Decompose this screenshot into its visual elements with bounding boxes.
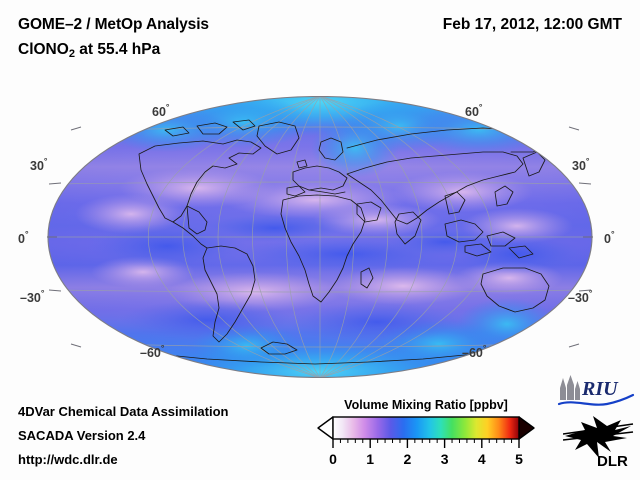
colorbar-svg: 0 1 2 3 4 5: [317, 416, 535, 467]
colorbar-tick-labels: 0 1 2 3 4 5: [329, 451, 523, 467]
colorbar-cap-left: [317, 416, 334, 440]
map-data-layer: [48, 96, 592, 378]
colorbar-frame: [332, 416, 520, 440]
riu-logo: RIU: [557, 375, 635, 406]
colorbar-ramp: [333, 417, 519, 439]
colorbar: Volume Mixing Ratio [ppbv] 0 1 2 3 4 5: [312, 398, 540, 470]
footer-line-version: SACADA Version 2.4: [18, 428, 146, 443]
dlr-wordmark: DLR: [597, 453, 628, 470]
footer-line-url[interactable]: http://wdc.dlr.de: [18, 452, 118, 467]
lat-label-right-60: 60°: [465, 102, 483, 120]
colorbar-ticks: [332, 439, 520, 448]
lat-label-left-minus60: –60°: [140, 343, 165, 361]
lat-label-right-minus30: –30°: [568, 288, 593, 306]
species-name: ClONO: [18, 41, 69, 58]
lat-label-left-30: 30°: [30, 156, 48, 174]
footer-line-method: 4DVar Chemical Data Assimilation: [18, 404, 229, 419]
colorbar-tick-label: 5: [515, 451, 523, 467]
colorbar-title: Volume Mixing Ratio [ppbv]: [344, 398, 508, 412]
colorbar-tick-label: 1: [366, 451, 374, 467]
lat-label-left-minus30: –30°: [20, 288, 45, 306]
riu-wordmark: RIU: [581, 378, 619, 400]
lat-label-right-30: 30°: [572, 156, 590, 174]
map-svg: [47, 96, 593, 378]
species-subtitle: ClONO2 at 55.4 hPa: [18, 41, 161, 60]
lat-label-left-0: 0°: [18, 229, 29, 247]
dlr-bird-icon: [563, 416, 634, 458]
species-level: at 55.4 hPa: [74, 41, 161, 58]
colorbar-tick-label: 4: [478, 451, 486, 467]
timestamp: Feb 17, 2012, 12:00 GMT: [442, 16, 622, 33]
colorbar-tick-label: 2: [404, 451, 412, 467]
colorbar-tick-label: 3: [441, 451, 449, 467]
lat-label-left-60: 60°: [152, 102, 170, 120]
lat-label-right-0: 0°: [604, 229, 615, 247]
world-map: [47, 96, 593, 378]
graticule-meridians: [148, 96, 492, 378]
colorbar-tick-label: 0: [329, 451, 337, 467]
page-title: GOME–2 / MetOp Analysis: [18, 16, 209, 33]
dlr-logo: DLR: [563, 416, 634, 470]
colorbar-cap-right: [518, 416, 535, 440]
species-subscript: 2: [68, 48, 75, 60]
riu-towers-icon: [560, 375, 580, 400]
lat-label-right-minus60: –60°: [462, 343, 487, 361]
riu-wave-icon: [557, 393, 635, 406]
